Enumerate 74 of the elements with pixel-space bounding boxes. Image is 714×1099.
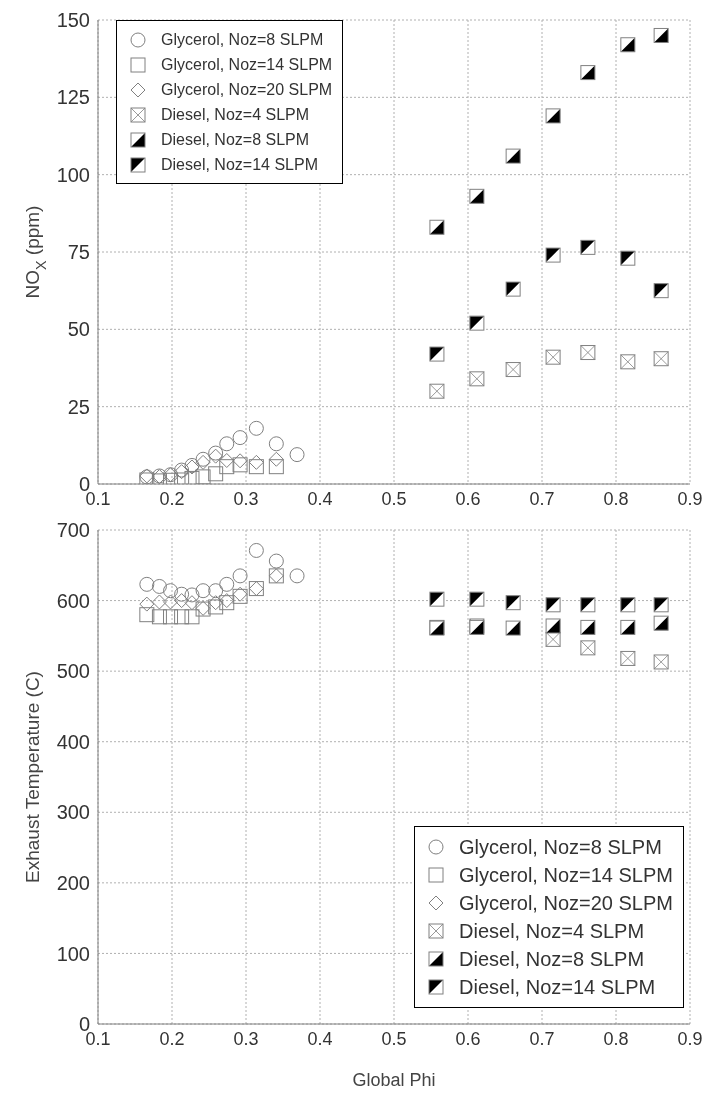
point (174, 472, 190, 484)
y-tick-label: 400 (56, 730, 90, 753)
legend-label: Glycerol, Noz=20 SLPM (161, 80, 333, 100)
point (195, 583, 211, 599)
point (174, 609, 190, 625)
point (268, 553, 284, 569)
point (184, 609, 200, 625)
y-tick-label: 150 (56, 9, 90, 32)
point (184, 587, 200, 603)
x-tick-label: 0.4 (307, 488, 333, 509)
point (248, 459, 264, 475)
point (219, 576, 235, 592)
point (208, 466, 224, 482)
y-tick-label: 700 (56, 519, 90, 542)
x-tick-label: 0.9 (677, 488, 703, 509)
legend-label: Diesel, Noz=8 SLPM (459, 947, 645, 972)
point (248, 420, 264, 436)
x-tick-label: 0.8 (603, 1028, 629, 1049)
y-tick-label: 125 (56, 86, 90, 109)
x-tick-label: 0.6 (455, 488, 481, 509)
x-tick-label: 0.7 (529, 488, 555, 509)
legend-label: Diesel, Noz=4 SLPM (459, 919, 645, 944)
x-tick-label: 0.6 (455, 1028, 481, 1049)
y-tick-label: 25 (67, 395, 90, 418)
y-tick-label: 100 (56, 163, 90, 186)
point (151, 609, 167, 625)
x-tick-label: 0.2 (159, 488, 185, 509)
point (219, 459, 235, 475)
y-axis-title: Exhaust Temperature (C) (22, 671, 44, 883)
point (174, 586, 190, 602)
x-axis-title: Global Phi (352, 1070, 436, 1090)
point (232, 457, 248, 473)
legend-label: Glycerol, Noz=14 SLPM (459, 863, 673, 888)
y-tick-label: 300 (56, 801, 90, 824)
point (232, 430, 248, 446)
point (163, 583, 179, 599)
point (139, 607, 155, 623)
legend-label: Diesel, Noz=8 SLPM (161, 130, 310, 150)
y-tick-label: 50 (67, 318, 90, 341)
legend-label: Glycerol, Noz=8 SLPM (161, 30, 324, 50)
point (289, 447, 305, 463)
point (184, 470, 200, 484)
y-tick-label: 75 (67, 241, 90, 264)
x-tick-label: 0.5 (381, 1028, 407, 1049)
x-tick-label: 0.9 (677, 1028, 703, 1049)
point (219, 436, 235, 452)
y-tick-label: 200 (56, 871, 90, 894)
x-tick-label: 0.3 (233, 488, 259, 509)
point (248, 542, 264, 558)
legend-label: Glycerol, Noz=14 SLPM (161, 55, 333, 75)
point (208, 599, 224, 615)
point (195, 469, 211, 484)
point (232, 568, 248, 584)
point (268, 459, 284, 475)
x-tick-label: 0.2 (159, 1028, 185, 1049)
x-tick-label: 0.3 (233, 1028, 259, 1049)
point (163, 609, 179, 625)
legend-label: Glycerol, Noz=8 SLPM (459, 835, 662, 860)
x-tick-label: 0.4 (307, 1028, 333, 1049)
y-tick-label: 600 (56, 589, 90, 612)
point (208, 583, 224, 599)
point (139, 576, 155, 592)
y-tick-label: 100 (56, 942, 90, 965)
x-tick-label: 0.8 (603, 488, 629, 509)
legend-label: Diesel, Noz=4 SLPM (161, 105, 310, 125)
point (289, 568, 305, 584)
x-tick-label: 0.7 (529, 1028, 555, 1049)
legend-label: Diesel, Noz=14 SLPM (459, 975, 656, 1000)
x-tick-label: 0.5 (381, 488, 407, 509)
legend-label: Glycerol, Noz=20 SLPM (459, 891, 673, 916)
legend-label: Diesel, Noz=14 SLPM (161, 155, 318, 175)
point (151, 578, 167, 594)
point (268, 436, 284, 452)
y-tick-label: 500 (56, 660, 90, 683)
